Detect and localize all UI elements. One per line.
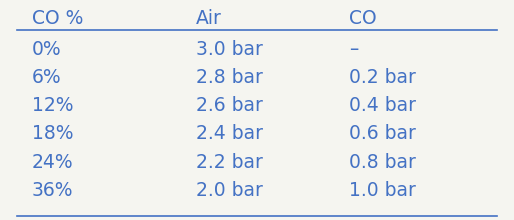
Text: 2.0 bar: 2.0 bar <box>196 181 263 200</box>
Text: 12%: 12% <box>32 96 74 115</box>
Text: 1.0 bar: 1.0 bar <box>349 181 416 200</box>
Text: Air: Air <box>196 9 222 28</box>
Text: 2.6 bar: 2.6 bar <box>196 96 263 115</box>
Text: 6%: 6% <box>32 68 62 87</box>
Text: 24%: 24% <box>32 153 74 172</box>
Text: CO %: CO % <box>32 9 83 28</box>
Text: 2.2 bar: 2.2 bar <box>196 153 263 172</box>
Text: 0.8 bar: 0.8 bar <box>349 153 416 172</box>
Text: 0.6 bar: 0.6 bar <box>349 124 416 143</box>
Text: –: – <box>349 40 358 59</box>
Text: 0.2 bar: 0.2 bar <box>349 68 416 87</box>
Text: 18%: 18% <box>32 124 74 143</box>
Text: 3.0 bar: 3.0 bar <box>196 40 263 59</box>
Text: 0.4 bar: 0.4 bar <box>349 96 416 115</box>
Text: 2.4 bar: 2.4 bar <box>196 124 263 143</box>
Text: CO: CO <box>349 9 377 28</box>
Text: 2.8 bar: 2.8 bar <box>196 68 263 87</box>
Text: 0%: 0% <box>32 40 62 59</box>
Text: 36%: 36% <box>32 181 74 200</box>
